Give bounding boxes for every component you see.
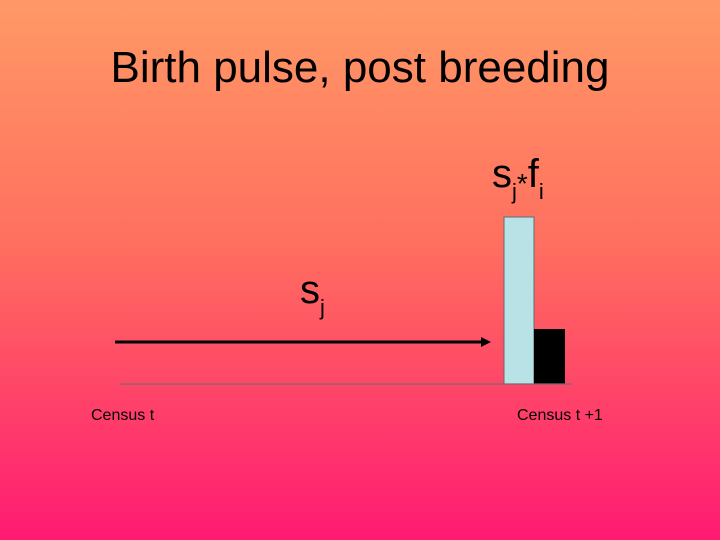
slide-title: Birth pulse, post breeding — [110, 43, 610, 92]
s-symbol: s — [492, 152, 512, 196]
survival-fecundity-label: sj*fi — [492, 150, 544, 216]
census-t-plus-1-label: Census t +1 — [517, 407, 603, 424]
f-symbol: f — [527, 152, 539, 196]
adult-bar — [503, 216, 535, 385]
s-symbol: s — [300, 268, 320, 312]
survival-label: sj — [300, 266, 325, 332]
s-subscript: j — [320, 295, 325, 320]
census-t-label: Census t — [91, 407, 155, 424]
f-subscript: i — [538, 179, 544, 204]
s-subscript: j — [512, 179, 517, 204]
multiply-symbol: * — [516, 168, 528, 199]
juvenile-bar — [534, 329, 565, 384]
arrow-head — [481, 337, 491, 347]
